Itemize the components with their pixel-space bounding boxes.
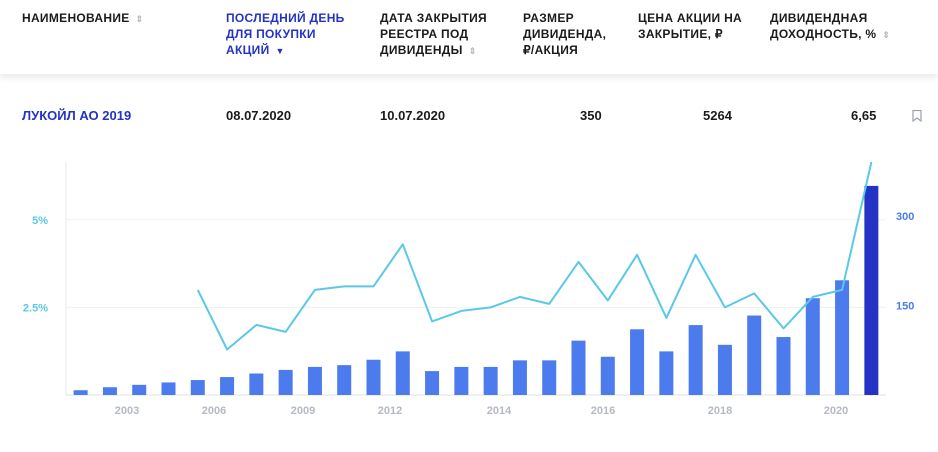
chart-bar [220, 377, 235, 395]
chart-bar [717, 344, 732, 395]
chart-bar [278, 369, 293, 395]
sort-down-icon: ▼ [275, 45, 285, 56]
col-yield-header[interactable]: ДИВИДЕНДНАЯ ДОХОДНОСТЬ, % ⇕ [770, 10, 892, 43]
col-record-date-header[interactable]: ДАТА ЗАКРЫТИЯ РЕЕСТРА ПОД ДИВИДЕНДЫ ⇕ [380, 11, 487, 57]
chart-bar [425, 371, 440, 395]
chart-bar [454, 366, 469, 395]
row-last-buy-day: 08.07.2020 [226, 108, 292, 123]
chart-bar [307, 366, 322, 395]
chart-bar [542, 360, 557, 395]
chart-bar [512, 360, 527, 395]
col-last-buy-day-header[interactable]: ПОСЛЕДНИЙ ДЕНЬ ДЛЯ ПОКУПКИ АКЦИЙ ▼ [226, 11, 345, 57]
chart-bar [630, 329, 645, 395]
x-axis-tick-label: 2012 [378, 405, 402, 417]
chart-bar [249, 373, 264, 395]
row-record-date: 10.07.2020 [380, 108, 446, 123]
bookmark-icon[interactable] [912, 110, 922, 122]
chart-bar [337, 365, 352, 395]
row-yield: 6,65 [851, 108, 877, 123]
x-axis-tick-label: 2006 [202, 405, 226, 417]
chart-bar [688, 325, 703, 395]
x-axis-tick-label: 2014 [487, 405, 512, 417]
yield-line [196, 161, 873, 351]
chart-bar [102, 387, 117, 395]
row-close-price: 5264 [703, 108, 732, 123]
x-axis-tick-label: 2018 [708, 405, 732, 417]
sort-both-icon: ⇕ [468, 45, 477, 56]
chart-bar [600, 356, 615, 395]
row-dividend: 350 [580, 108, 602, 123]
row-name-link[interactable]: ЛУКОЙЛ АО 2019 [22, 108, 132, 123]
sort-both-icon: ⇕ [882, 29, 891, 40]
chart-bar [835, 280, 850, 395]
chart-bar [161, 382, 176, 395]
table-header: НАИМЕНОВАНИЕ ⇕ ПОСЛЕДНИЙ ДЕНЬ ДЛЯ ПОКУПКИ… [0, 0, 938, 74]
col-close-price-header[interactable]: ЦЕНА АКЦИИ НА ЗАКРЫТИЕ, ₽ [638, 11, 743, 41]
chart-bar [73, 390, 88, 395]
x-axis-tick-label: 2016 [591, 405, 615, 417]
chart-bar [571, 340, 586, 395]
chart-bar [190, 380, 205, 395]
chart-bar [395, 351, 410, 395]
chart-bar [805, 298, 820, 395]
chart-bar [132, 384, 147, 395]
right-axis-tick-label: 300 [896, 211, 914, 223]
chart-bar [483, 366, 498, 395]
chart-bar [776, 337, 791, 395]
x-axis-tick-label: 2009 [291, 405, 315, 417]
left-axis-tick-label: 2.5% [23, 302, 48, 314]
x-axis-tick-label: 2003 [115, 405, 139, 417]
col-dividend-header[interactable]: РАЗМЕР ДИВИДЕНДА, ₽/АКЦИЯ [523, 11, 607, 57]
chart-bar [659, 351, 674, 395]
right-axis-tick-label: 150 [896, 300, 914, 312]
col-name-header[interactable]: НАИМЕНОВАНИЕ ⇕ [22, 10, 146, 27]
chart-bar [864, 185, 879, 395]
sort-both-icon: ⇕ [135, 13, 144, 24]
left-axis-tick-label: 5% [32, 215, 48, 227]
chart-bar [366, 359, 381, 395]
x-axis-tick-label: 2020 [824, 405, 848, 417]
chart-bar [747, 315, 762, 395]
